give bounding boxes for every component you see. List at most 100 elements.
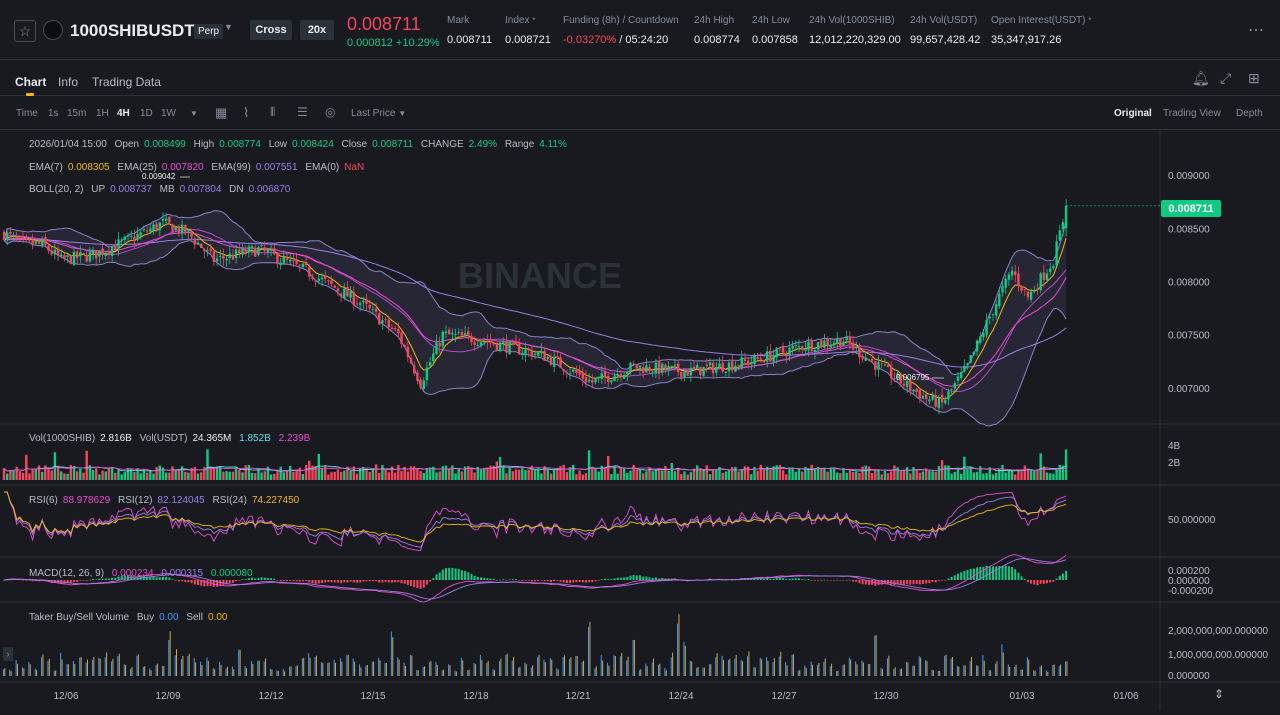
tab-trading-data[interactable]: Trading Data (92, 75, 161, 89)
candle-body (451, 332, 454, 335)
candle-body (378, 313, 381, 325)
candle-body (219, 255, 222, 257)
candle-body (953, 383, 956, 389)
volume-bar (543, 466, 546, 480)
candle-body (352, 292, 355, 305)
volume-bar (215, 466, 219, 480)
macd-histogram-bar (928, 580, 931, 584)
volume-bar (168, 472, 171, 480)
volume-bar (769, 470, 772, 480)
indicator-icon[interactable]: ⌇ (243, 105, 250, 120)
settings-list-icon[interactable]: ☰ (297, 105, 308, 119)
macd-histogram-bar (982, 566, 985, 580)
volume-bar (196, 473, 200, 480)
interval-time[interactable]: Time (16, 108, 38, 119)
symbol-logo (43, 20, 63, 40)
scroll-left-icon[interactable]: › (3, 647, 13, 661)
macd-histogram-bar (569, 580, 571, 584)
volume-bar (797, 468, 801, 480)
price-type-select[interactable]: Last Price ▼ (351, 108, 407, 119)
interval-1s[interactable]: 1s (48, 108, 59, 119)
more-icon[interactable]: ⋯ (1248, 22, 1264, 39)
volume-bar (419, 471, 422, 480)
macd-histogram-bar (165, 576, 168, 580)
candle-body (171, 224, 174, 233)
macd-histogram-bar (966, 570, 969, 580)
macd-histogram-bar (362, 580, 365, 582)
candle-body (489, 341, 492, 343)
candle-body (476, 344, 479, 346)
candle-body (587, 379, 591, 382)
volume-bar (435, 472, 438, 480)
volume-bar (165, 472, 168, 480)
volume-bar (562, 464, 565, 480)
macd-histogram-bar (1027, 580, 1029, 583)
macd-histogram-bar (1049, 580, 1052, 583)
tab-chart[interactable]: Chart (15, 75, 47, 89)
volume-bar (552, 469, 556, 480)
candle-body (839, 338, 842, 347)
volume-bar (731, 467, 734, 480)
macd-histogram-bar (149, 576, 152, 580)
candle-body (365, 299, 368, 304)
interval-15m[interactable]: 15m (67, 108, 87, 119)
candle-body (473, 342, 476, 345)
candle-body (1064, 205, 1068, 229)
view-original[interactable]: Original (1114, 108, 1152, 119)
interval-4h[interactable]: 4H (117, 108, 130, 119)
macd-histogram-bar (947, 578, 950, 580)
macd-histogram-bar (114, 577, 117, 580)
macd-histogram-bar (120, 575, 123, 580)
candle-body (492, 342, 495, 345)
symbol-name[interactable]: 1000SHIBUSDT (70, 21, 195, 40)
kline-chart[interactable]: BINANCE 0.009000 0.008500 0.008000 0.007500… (0, 130, 1280, 710)
macd-histogram-bar (228, 580, 231, 584)
favorite-star-icon[interactable]: ☆ (14, 20, 36, 42)
interval-1w[interactable]: 1W (161, 108, 176, 119)
volume-bar (823, 467, 826, 480)
volume-bar (222, 471, 225, 480)
candle-body (1014, 271, 1017, 275)
candle-body (524, 349, 527, 355)
macd-histogram-bar (133, 576, 136, 580)
layout-grid-icon[interactable]: ⊞ (1248, 70, 1260, 86)
volume-bar (448, 468, 451, 480)
candle-body (495, 342, 499, 350)
volume-bar (155, 467, 158, 480)
leverage-button[interactable]: 20x (300, 20, 334, 40)
candle-body (546, 357, 549, 360)
tab-info[interactable]: Info (58, 75, 79, 89)
calendar-icon[interactable]: ▦ (215, 105, 228, 120)
candle-body (883, 364, 887, 366)
symbol-dropdown-icon[interactable]: ▼ (224, 22, 233, 32)
volume-bar (1033, 471, 1036, 480)
volume-bar (839, 473, 842, 480)
candle-body (543, 350, 546, 361)
chart-area[interactable]: BINANCE 0.009000 0.008500 0.008000 0.007500… (0, 130, 1280, 710)
volume-bar (212, 467, 216, 480)
volume-bar (28, 473, 31, 480)
volume-ma2-line (3, 466, 1067, 472)
candle-body (699, 366, 702, 376)
alert-bell-icon[interactable]: 🔔︎ (1192, 70, 1210, 86)
interval-dropdown-icon[interactable]: ▼ (190, 109, 198, 118)
volume-bar (975, 471, 979, 480)
candle-body (740, 357, 743, 368)
interval-1d[interactable]: 1D (140, 108, 153, 119)
volume-bar (476, 467, 479, 480)
margin-mode-button[interactable]: Cross (250, 20, 292, 40)
volume-bar (851, 471, 855, 480)
view-depth[interactable]: Depth (1236, 108, 1263, 119)
macd-histogram-bar (597, 580, 600, 581)
macd-histogram-bar (1014, 569, 1017, 580)
macd-histogram-bar (400, 580, 403, 584)
view-trading-view[interactable]: Trading View (1163, 108, 1221, 119)
volume-bar (985, 473, 988, 480)
compare-icon[interactable]: ⦀ (270, 105, 276, 119)
interval-1h[interactable]: 1H (96, 108, 109, 119)
macd-histogram-bar (92, 578, 94, 580)
target-icon[interactable]: ◎ (325, 105, 336, 119)
volume-bar (1064, 449, 1068, 480)
reset-scale-icon[interactable]: ⇕ (1214, 687, 1225, 701)
fullscreen-icon[interactable]: ⤢ (1220, 70, 1232, 86)
